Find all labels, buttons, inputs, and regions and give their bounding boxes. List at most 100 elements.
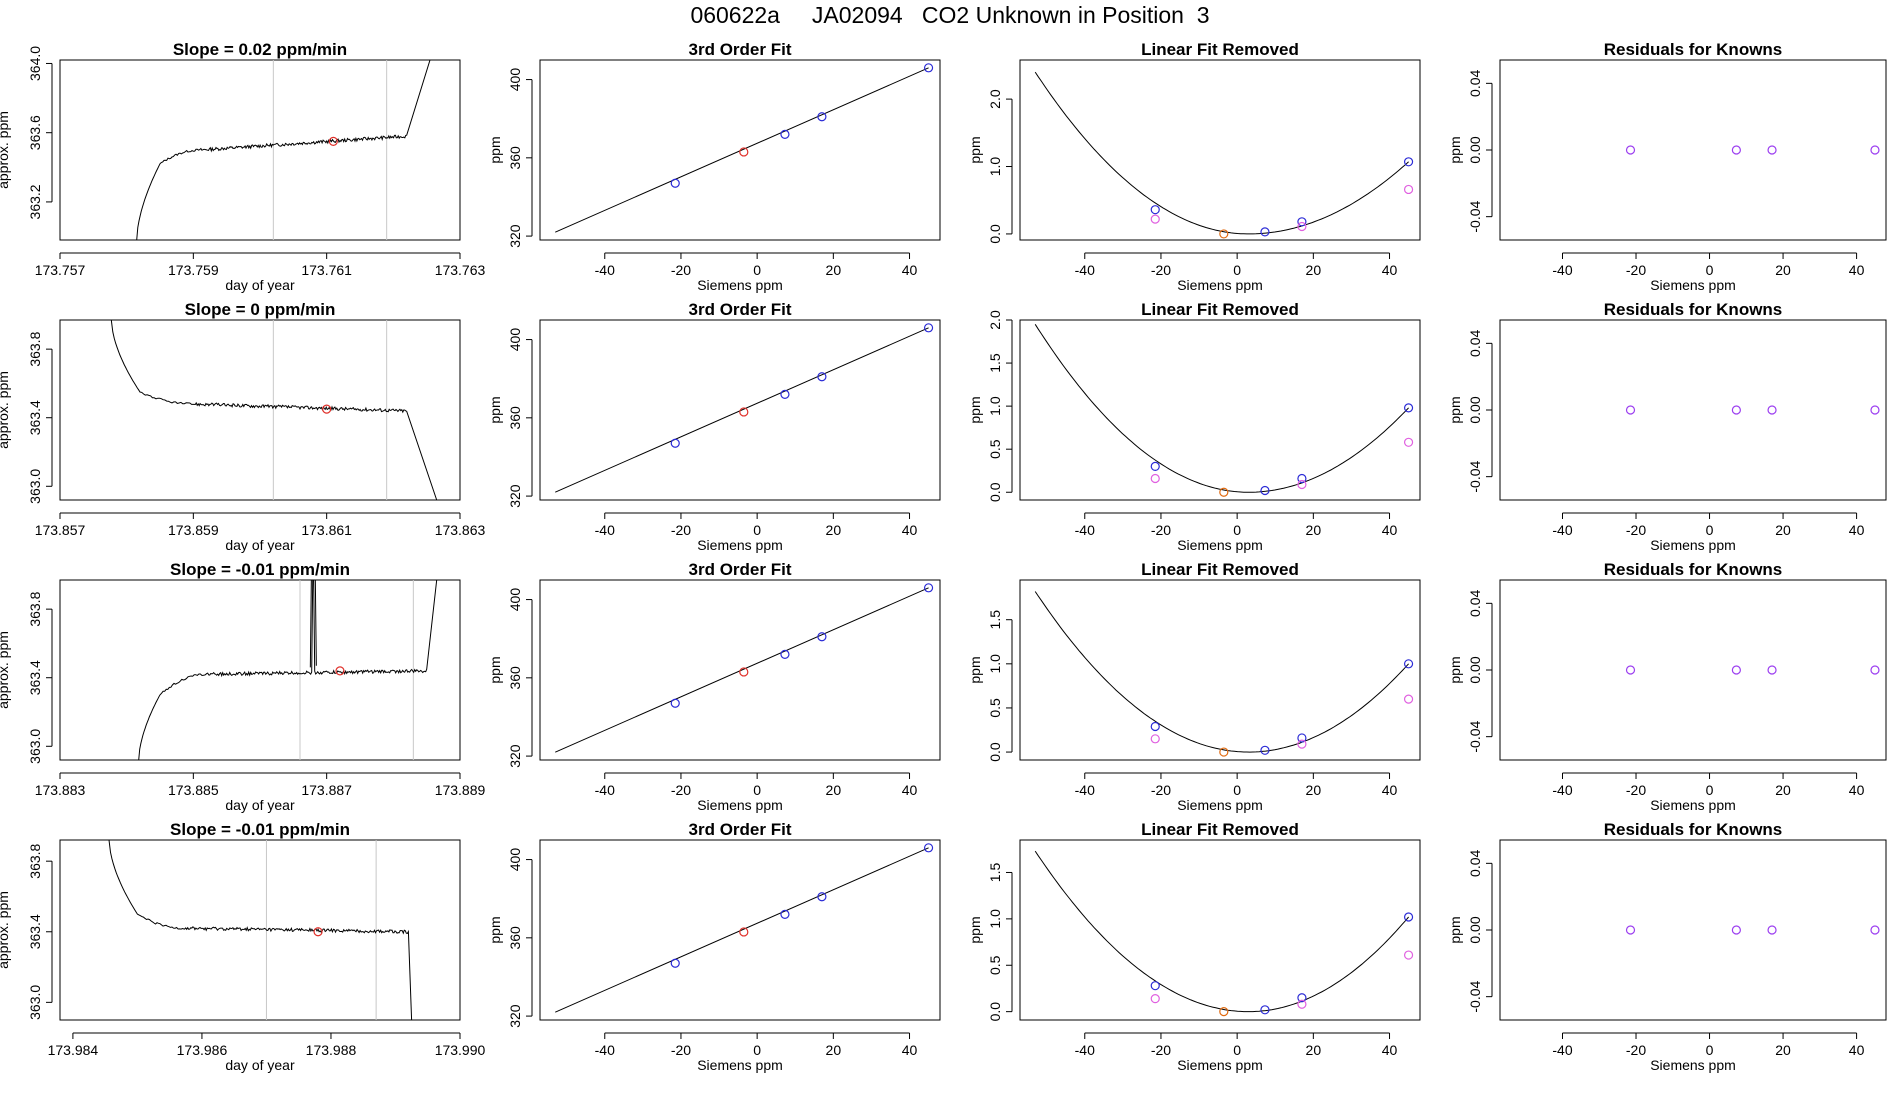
- fit-curve: [1034, 591, 1409, 753]
- plot-frame: [59, 319, 461, 501]
- x-tick-label: -20: [1626, 262, 1646, 278]
- y-tick-label: 0.04: [1467, 589, 1483, 616]
- data-point: [780, 909, 790, 919]
- y-tick-label: -0.04: [1467, 721, 1483, 753]
- x-axis-label: Siemens ppm: [1650, 797, 1736, 813]
- y-tick-label: 364.0: [27, 46, 43, 81]
- y-tick-label: 363.0: [27, 469, 43, 504]
- x-tick-label: 173.863: [435, 522, 486, 538]
- data-point: [739, 667, 749, 677]
- x-tick-label: -40: [1552, 522, 1572, 538]
- x-tick-label: 173.984: [48, 1042, 99, 1058]
- y-tick-label: 320: [507, 1004, 523, 1028]
- fit-curve: [1034, 850, 1409, 1013]
- data-point: [1731, 665, 1741, 675]
- y-tick-label: 1.0: [987, 909, 1003, 929]
- data-point: [1150, 994, 1160, 1004]
- x-tick-label: 0: [1233, 262, 1241, 278]
- y-tick-label: 363.8: [27, 843, 43, 878]
- x-tick-label: 173.757: [35, 262, 86, 278]
- data-point: [1150, 721, 1160, 732]
- y-tick-label: 2.0: [987, 310, 1003, 330]
- x-tick-label: -20: [1151, 1042, 1171, 1058]
- x-axis-label: Siemens ppm: [697, 797, 783, 813]
- x-tick-label: 173.990: [435, 1042, 486, 1058]
- x-tick-label: -40: [1075, 782, 1095, 798]
- mean-marker: [322, 404, 332, 414]
- plot-frame: [539, 319, 941, 501]
- page-title: 060622a JA02094 CO2 Unknown in Position …: [690, 2, 1210, 28]
- ppm-trace: [110, 320, 438, 500]
- x-tick-label: 173.859: [168, 522, 219, 538]
- x-tick-label: 0: [1233, 1042, 1241, 1058]
- plot-area: [555, 63, 934, 233]
- plot-frame: [1499, 59, 1887, 241]
- y-tick-label: 400: [507, 588, 523, 612]
- x-tick-label: -40: [1552, 262, 1572, 278]
- x-tick-label: 0: [753, 262, 761, 278]
- y-tick-label: 363.8: [27, 591, 43, 626]
- plot-frame: [539, 59, 941, 241]
- panel-title: 3rd Order Fit: [689, 300, 792, 319]
- panel-r1-c2: Linear Fit Removed -40 -20 0 20 40 Siemens ppm…: [967, 300, 1421, 553]
- y-tick-label: 360: [507, 406, 523, 430]
- data-point: [817, 632, 827, 642]
- y-tick-label: 360: [507, 666, 523, 690]
- x-tick-label: 173.885: [168, 782, 219, 798]
- data-point: [817, 372, 827, 382]
- y-tick-label: 363.4: [27, 400, 43, 435]
- y-tick-label: 320: [507, 484, 523, 508]
- y-axis-label: ppm: [967, 136, 983, 163]
- plot-area: [1625, 925, 1880, 935]
- y-tick-label: 1.0: [987, 157, 1003, 177]
- data-point: [739, 927, 749, 937]
- x-tick-label: 40: [1382, 262, 1398, 278]
- data-point: [780, 649, 790, 659]
- data-point: [1767, 145, 1777, 155]
- y-tick-label: -0.04: [1467, 201, 1483, 233]
- x-tick-label: -20: [1151, 782, 1171, 798]
- y-tick-label: 363.2: [27, 184, 43, 219]
- fit-curve: [1034, 71, 1409, 235]
- x-tick-label: 20: [1775, 1042, 1791, 1058]
- panel-title: Slope = -0.01 ppm/min: [170, 820, 350, 839]
- data-point: [1260, 745, 1270, 755]
- mean-marker: [335, 666, 345, 676]
- y-axis-label: ppm: [1447, 916, 1463, 943]
- plot-area: [1034, 324, 1414, 497]
- data-point: [670, 698, 680, 708]
- x-tick-label: 20: [826, 1042, 842, 1058]
- y-tick-label: 360: [507, 926, 523, 950]
- ppm-trace: [108, 840, 413, 1020]
- y-tick-label: 363.6: [27, 115, 43, 150]
- plot-frame: [59, 839, 461, 1021]
- x-tick-label: 20: [826, 782, 842, 798]
- y-axis-label: ppm: [967, 916, 983, 943]
- fit-line: [555, 327, 929, 493]
- panel-r3-c0: Slope = -0.01 ppm/min 173.984 173.986 173.9…: [0, 820, 486, 1073]
- data-point: [923, 583, 934, 593]
- x-tick-label: -40: [1075, 262, 1095, 278]
- data-point: [1260, 227, 1270, 237]
- x-tick-label: 173.887: [301, 782, 352, 798]
- data-point: [1260, 1005, 1270, 1015]
- x-tick-label: 40: [902, 782, 918, 798]
- x-tick-label: -40: [1075, 522, 1095, 538]
- x-tick-label: 40: [902, 522, 918, 538]
- x-tick-label: 40: [1382, 522, 1398, 538]
- ppm-trace: [138, 580, 438, 760]
- x-tick-label: 173.857: [35, 522, 86, 538]
- x-tick-label: 40: [1849, 522, 1865, 538]
- panel-title: Slope = -0.01 ppm/min: [170, 560, 350, 579]
- y-axis-label: approx. ppm: [0, 111, 11, 189]
- x-tick-label: 20: [1775, 262, 1791, 278]
- plot-frame: [539, 839, 941, 1021]
- plot-area: [1625, 405, 1880, 415]
- x-tick-label: -20: [1626, 1042, 1646, 1058]
- y-tick-label: 0.04: [1467, 329, 1483, 356]
- data-point: [1403, 694, 1414, 704]
- plot-frame: [1499, 319, 1887, 501]
- panel-r2-c1: 3rd Order Fit -40 -20 0 20 40 Siemens ppm 320 36…: [487, 560, 941, 813]
- x-tick-label: 0: [1706, 1042, 1714, 1058]
- panel-title: 3rd Order Fit: [689, 820, 792, 839]
